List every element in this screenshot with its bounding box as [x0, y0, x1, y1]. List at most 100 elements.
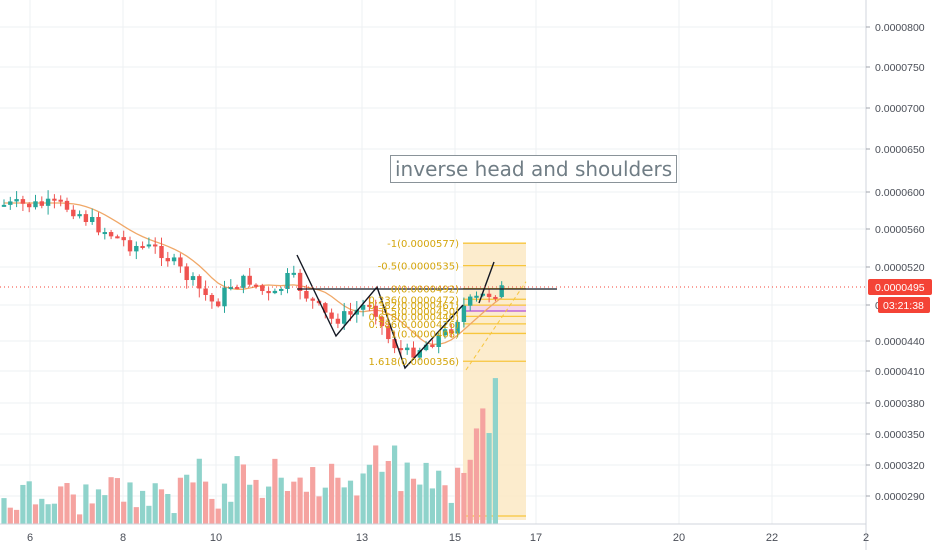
volume-bar — [70, 494, 76, 524]
volume-bar — [127, 482, 133, 524]
volume-bar — [247, 484, 253, 524]
y-tick-label: 0.0000750 — [875, 62, 925, 74]
volume-bar — [284, 490, 291, 524]
volume-bar — [392, 445, 398, 524]
candle-up — [405, 347, 410, 351]
pattern-breakout — [478, 261, 495, 304]
candle-down — [153, 244, 158, 247]
candle-down — [184, 266, 189, 281]
volume-bar — [253, 479, 259, 524]
candle-up — [474, 295, 479, 298]
candle-down — [209, 294, 215, 302]
volume-bar — [77, 514, 83, 524]
candle-down — [297, 272, 303, 291]
candle-down — [430, 344, 435, 347]
candle-up — [360, 304, 366, 310]
volume-bar — [58, 486, 64, 524]
volume-bar — [203, 481, 209, 524]
candle-down — [310, 298, 315, 301]
volume-bar — [7, 507, 13, 524]
countdown-badge — [878, 297, 930, 313]
x-tick-label: 8 — [120, 532, 126, 544]
candle-down — [253, 284, 259, 287]
fib-label: 1(0.0000408) — [391, 329, 459, 340]
candle-up — [480, 293, 485, 296]
volume-bar — [429, 488, 435, 524]
y-tick-label: 0.0000560 — [875, 224, 925, 236]
candle-up — [272, 290, 278, 294]
candle-up — [423, 344, 429, 351]
volume-bar — [20, 484, 26, 524]
candle-down — [329, 312, 334, 319]
y-tick-label: 0.0000600 — [875, 187, 925, 199]
candle-up — [417, 350, 422, 358]
fib-label: 0(0.0000492) — [391, 285, 459, 296]
candle-up — [190, 276, 196, 281]
candle-down — [260, 285, 265, 292]
candle-down — [486, 293, 492, 297]
candle-up — [342, 311, 347, 324]
candle-down — [386, 326, 391, 340]
volume-bar — [335, 477, 341, 524]
volume-bars — [1, 378, 498, 524]
candle-up — [146, 244, 152, 247]
volume-bar — [341, 487, 347, 524]
candle-down — [58, 199, 63, 202]
volume-bar — [158, 489, 165, 524]
pattern-annotation[interactable]: inverse head and shoulders — [390, 155, 678, 183]
candle-up — [279, 288, 284, 291]
candle-down — [159, 245, 164, 259]
volume-bar — [196, 458, 202, 524]
candle-down — [165, 258, 170, 262]
volume-bar — [297, 477, 303, 524]
fib-label: 0.786(0.0000426) — [368, 320, 459, 331]
volume-bar — [64, 483, 70, 524]
volume-bar — [184, 474, 190, 524]
price-badge-text: 0.0000495 — [875, 282, 925, 294]
x-tick-label: 15 — [449, 532, 461, 544]
candle-down — [234, 287, 240, 290]
candle-down — [96, 217, 101, 233]
volume-bar — [417, 484, 423, 524]
volume-bar — [486, 433, 492, 524]
volume-bar — [455, 467, 461, 524]
candle-up — [436, 335, 441, 347]
volume-bar — [26, 481, 32, 524]
volume-bar — [146, 505, 152, 524]
candle-up — [102, 232, 107, 235]
volume-bar — [448, 502, 454, 524]
volume-bar — [366, 464, 372, 524]
candle-down — [20, 199, 26, 204]
candle-up — [77, 214, 82, 217]
candle-down — [83, 214, 89, 222]
fibonacci-labels: -1(0.0000577) -0.5(0.0000535) 0(0.0000492)… — [368, 239, 459, 368]
volume-bar — [310, 467, 316, 524]
x-tick-label: 2 — [863, 532, 869, 544]
candle-up — [241, 275, 246, 288]
volume-bar — [95, 489, 102, 524]
candle-down — [398, 348, 404, 351]
volume-bar — [322, 487, 328, 524]
volume-bar — [272, 458, 278, 524]
candle-down — [379, 316, 385, 327]
volume-bar — [404, 462, 410, 524]
volume-bar — [209, 498, 215, 524]
price-badge — [868, 279, 932, 295]
candle-down — [197, 276, 202, 289]
candle-down — [373, 305, 378, 317]
volume-bar — [410, 478, 417, 524]
candle-down — [115, 236, 120, 239]
candle-up — [45, 198, 51, 206]
y-tick-label: 0.0000440 — [875, 336, 925, 348]
volume-bar — [165, 494, 171, 524]
candle-down — [216, 301, 221, 307]
fib-label: -0.5(0.0000535) — [378, 262, 459, 273]
volume-bar — [45, 504, 51, 524]
candle-down — [203, 288, 208, 295]
volume-bar — [303, 491, 309, 524]
y-tick-label: 0.0000700 — [875, 103, 925, 115]
candle-down — [411, 347, 416, 358]
fib-label: 1.618(0.0000356) — [368, 357, 459, 368]
candle-up — [228, 287, 233, 290]
